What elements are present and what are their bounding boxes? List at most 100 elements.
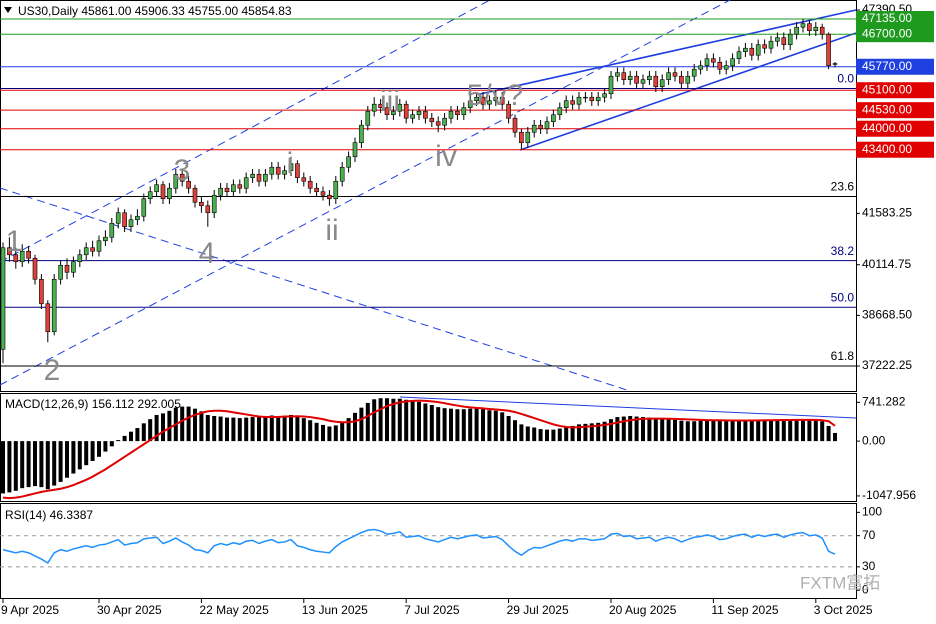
candle-body	[103, 236, 108, 242]
macd-bar	[199, 411, 204, 442]
macd-bar	[218, 416, 223, 442]
candle-body	[96, 240, 102, 252]
candle-body	[45, 303, 51, 333]
candle-body	[301, 177, 307, 182]
candle-body	[807, 23, 812, 32]
header: US30,Daily 45861.00 45906.33 45755.00 45…	[18, 4, 292, 18]
macd-bar	[551, 429, 556, 442]
macd-bar	[141, 423, 146, 442]
macd-bar	[250, 417, 255, 442]
macd-bar	[775, 419, 780, 442]
macd-bar	[615, 417, 620, 442]
candle-body	[160, 184, 166, 200]
candle-body	[39, 278, 44, 305]
macd-bar	[359, 407, 364, 442]
candle-body	[378, 103, 383, 109]
macd-bar	[781, 420, 786, 442]
macd-bar	[487, 410, 492, 442]
candle-body	[621, 72, 627, 81]
candle-body	[282, 170, 287, 175]
candle-body	[13, 254, 19, 263]
macd-bar	[423, 403, 428, 442]
macd-bar	[225, 417, 229, 442]
candle-body	[685, 75, 691, 84]
candle-body	[512, 117, 518, 133]
macd-bar	[58, 441, 63, 482]
macd-bar	[269, 415, 274, 442]
candle-body	[384, 107, 390, 116]
candle-body	[231, 184, 236, 193]
macd-bar	[596, 422, 601, 442]
candle-body	[83, 247, 89, 256]
candle-body	[205, 205, 211, 214]
candle-body	[832, 63, 838, 65]
candle-body	[403, 103, 409, 119]
macd-bar	[833, 432, 837, 442]
macd-bar	[634, 416, 639, 442]
candle-body	[730, 58, 735, 67]
candle-body	[19, 250, 25, 263]
candle-body	[679, 75, 684, 84]
menu-triangle[interactable]	[4, 7, 12, 13]
macd-title: MACD(12,26,9) 156.112 292.005	[5, 397, 181, 411]
candle-body	[269, 166, 275, 175]
candle-body	[224, 187, 230, 193]
level-box	[856, 58, 934, 75]
macd-bar	[90, 441, 95, 461]
candle-body	[698, 65, 703, 70]
candle-body	[243, 177, 249, 189]
rsi-title: RSI(14) 46.3387	[5, 508, 93, 522]
watermark: FXTM富拓	[800, 573, 880, 592]
macd-bar	[570, 425, 575, 442]
candle-body	[563, 100, 569, 109]
channel-lower	[0, 0, 731, 386]
candle-body	[352, 142, 358, 158]
macd-bar	[404, 399, 409, 442]
macd-bar	[769, 419, 773, 442]
x-tick-label: 9 Apr 2025	[1, 603, 59, 617]
candle-body	[397, 103, 403, 112]
macd-bar	[45, 441, 50, 490]
candle-body	[762, 44, 767, 49]
candle-body	[371, 103, 377, 112]
macd-bar	[449, 408, 453, 442]
x-tick-label: 20 Aug 2025	[609, 603, 677, 617]
macd-bar	[244, 417, 249, 442]
candle-body	[640, 79, 646, 84]
macd-bar	[327, 426, 332, 442]
y-tick-label: 41583.25	[862, 205, 912, 219]
candle-body	[647, 75, 652, 81]
candle-body	[723, 65, 729, 70]
macd-bar	[231, 417, 236, 442]
level-label: 47135.00	[862, 11, 912, 25]
candle-body	[122, 212, 127, 228]
fib-label: 50.0	[831, 290, 855, 304]
candle-body	[711, 58, 716, 63]
candle-body	[314, 187, 319, 193]
macd-bar	[679, 420, 684, 442]
macd-bar	[385, 398, 389, 442]
macd-bar	[641, 417, 645, 442]
macd-bar	[161, 413, 165, 442]
candle-body	[576, 96, 582, 105]
candle-body	[135, 215, 140, 221]
macd-bar	[474, 408, 479, 442]
macd-bar	[647, 417, 652, 442]
y-tick-label: -1047.956	[862, 488, 916, 502]
macd-bar	[301, 418, 306, 442]
y-tick-label: 37222.25	[862, 358, 912, 372]
macd-bar	[666, 419, 671, 442]
candle-body	[64, 264, 70, 273]
candle-body	[192, 187, 198, 203]
macd-bar	[7, 441, 12, 493]
macd-bar	[180, 406, 185, 442]
macd-bar	[826, 425, 831, 442]
y-tick-label: 0	[862, 582, 869, 596]
candle-body	[455, 110, 460, 116]
level-box	[856, 102, 934, 119]
candle-body	[615, 72, 620, 77]
level-label: 44000.00	[862, 121, 912, 135]
level-label: 45770.00	[862, 59, 912, 73]
macd-bar	[481, 409, 485, 442]
candle-body	[743, 47, 748, 53]
